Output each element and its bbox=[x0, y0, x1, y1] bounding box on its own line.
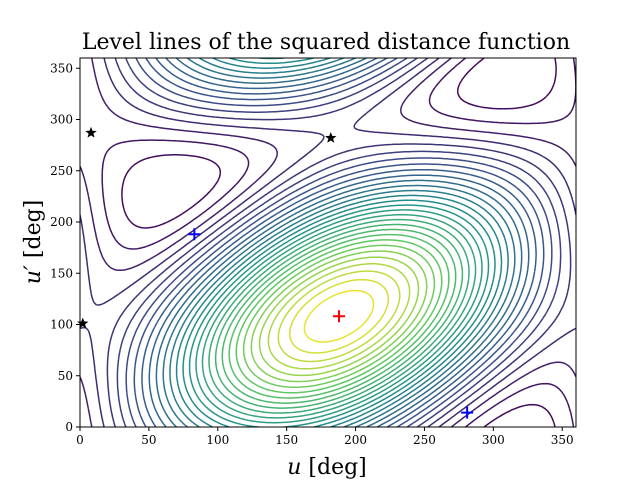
x-axis-label: u [deg] bbox=[287, 455, 367, 480]
contour-level-28 bbox=[80, 58, 576, 427]
contour-level-12 bbox=[208, 218, 470, 414]
contour-level-14 bbox=[195, 209, 483, 424]
markers bbox=[77, 126, 474, 419]
y-axis-label: u′ [deg] bbox=[21, 200, 46, 285]
contour-level-22 bbox=[141, 58, 537, 427]
contour-level-23 bbox=[133, 58, 545, 427]
contour-level-29 bbox=[101, 58, 576, 427]
x-axis-ticks: 0 50 100 150 200 250 300 350 bbox=[76, 427, 574, 447]
contour-level-9 bbox=[228, 233, 450, 399]
plot-frame bbox=[79, 57, 577, 428]
x-tick-label-1: 50 bbox=[141, 433, 156, 447]
y-tick-label-3: 150 bbox=[50, 266, 73, 280]
x-tick-label-6: 300 bbox=[482, 433, 505, 447]
contour-level-13 bbox=[201, 213, 477, 419]
contour-level-25 bbox=[116, 58, 562, 427]
contour-level-3 bbox=[277, 270, 401, 363]
y-tick-label-7: 350 bbox=[50, 61, 73, 75]
marker-star-5 bbox=[77, 317, 89, 329]
contour-level-8 bbox=[235, 239, 443, 394]
x-tick-label-5: 250 bbox=[413, 433, 436, 447]
contour-level-26 bbox=[106, 58, 572, 427]
y-tick-label-2: 100 bbox=[50, 318, 73, 332]
x-tick-label-4: 200 bbox=[344, 433, 367, 447]
contour-level-1 bbox=[303, 289, 375, 343]
y-tick-label-4: 200 bbox=[50, 215, 73, 229]
contour-level-4 bbox=[267, 263, 411, 370]
contour-level-11 bbox=[214, 223, 464, 409]
contour-level-6 bbox=[250, 250, 428, 383]
marker-star-4 bbox=[325, 131, 337, 143]
contour-level-21 bbox=[148, 58, 530, 427]
contour-level-24 bbox=[125, 58, 553, 427]
marker-plus-2 bbox=[461, 406, 474, 419]
marker-plus-0 bbox=[333, 310, 346, 323]
contour-level-16 bbox=[182, 58, 496, 427]
marker-star-3 bbox=[85, 126, 97, 138]
x-tick-label-7: 350 bbox=[551, 433, 574, 447]
chart-title: Level lines of the squared distance func… bbox=[82, 30, 570, 55]
y-tick-label-1: 50 bbox=[58, 369, 73, 383]
contour-level-20 bbox=[155, 58, 523, 427]
contour-level-5 bbox=[258, 256, 420, 377]
contour-level-10 bbox=[221, 228, 457, 404]
x-tick-label-0: 0 bbox=[76, 433, 84, 447]
contour-level-7 bbox=[242, 244, 436, 389]
marker-plus-1 bbox=[188, 228, 201, 241]
y-tick-label-6: 300 bbox=[50, 113, 73, 127]
contour-level-15 bbox=[188, 58, 490, 427]
x-tick-label-2: 100 bbox=[206, 433, 229, 447]
x-tick-label-3: 150 bbox=[275, 433, 298, 447]
contour-level-17 bbox=[175, 58, 503, 427]
contour-lines bbox=[80, 58, 576, 427]
contour-level-18 bbox=[169, 58, 509, 427]
y-axis-ticks: 0 50 100 150 200 250 300 350 bbox=[50, 61, 80, 434]
contour-level-2 bbox=[288, 278, 390, 354]
contour-level-19 bbox=[162, 58, 516, 427]
y-tick-label-5: 250 bbox=[50, 164, 73, 178]
y-tick-label-0: 0 bbox=[65, 420, 73, 434]
